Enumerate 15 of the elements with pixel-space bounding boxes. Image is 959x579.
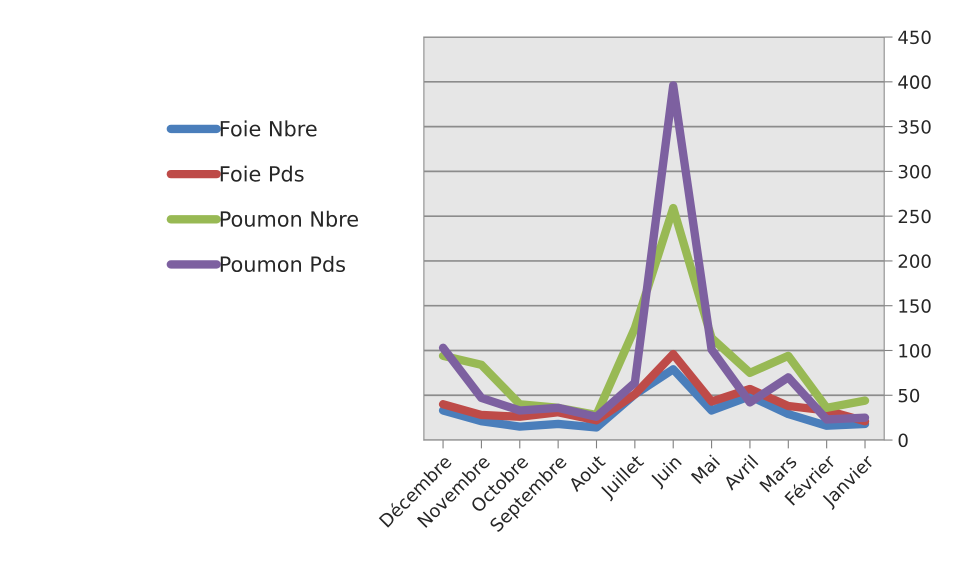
y-tick-label: 450	[898, 30, 931, 44]
y-tick-label: 200	[898, 254, 931, 268]
y-tick-label: 150	[899, 299, 931, 313]
x-tick-label: Mai	[690, 454, 720, 484]
y-tick-label: 400	[898, 75, 931, 89]
y-tick-label: 350	[898, 120, 931, 134]
y-tick-label: 300	[898, 164, 931, 178]
y-tick-label: 250	[898, 210, 931, 224]
legend-label: Foie Nbre	[220, 120, 317, 137]
legend-label: Foie Pds	[220, 166, 304, 182]
legend-label: Poumon Nbre	[220, 210, 358, 227]
legend-label: Poumon Pds	[220, 256, 345, 272]
y-tick-label: 100	[899, 344, 931, 358]
y-tick-label: 50	[898, 388, 920, 402]
y-tick-label: 0	[898, 434, 908, 448]
